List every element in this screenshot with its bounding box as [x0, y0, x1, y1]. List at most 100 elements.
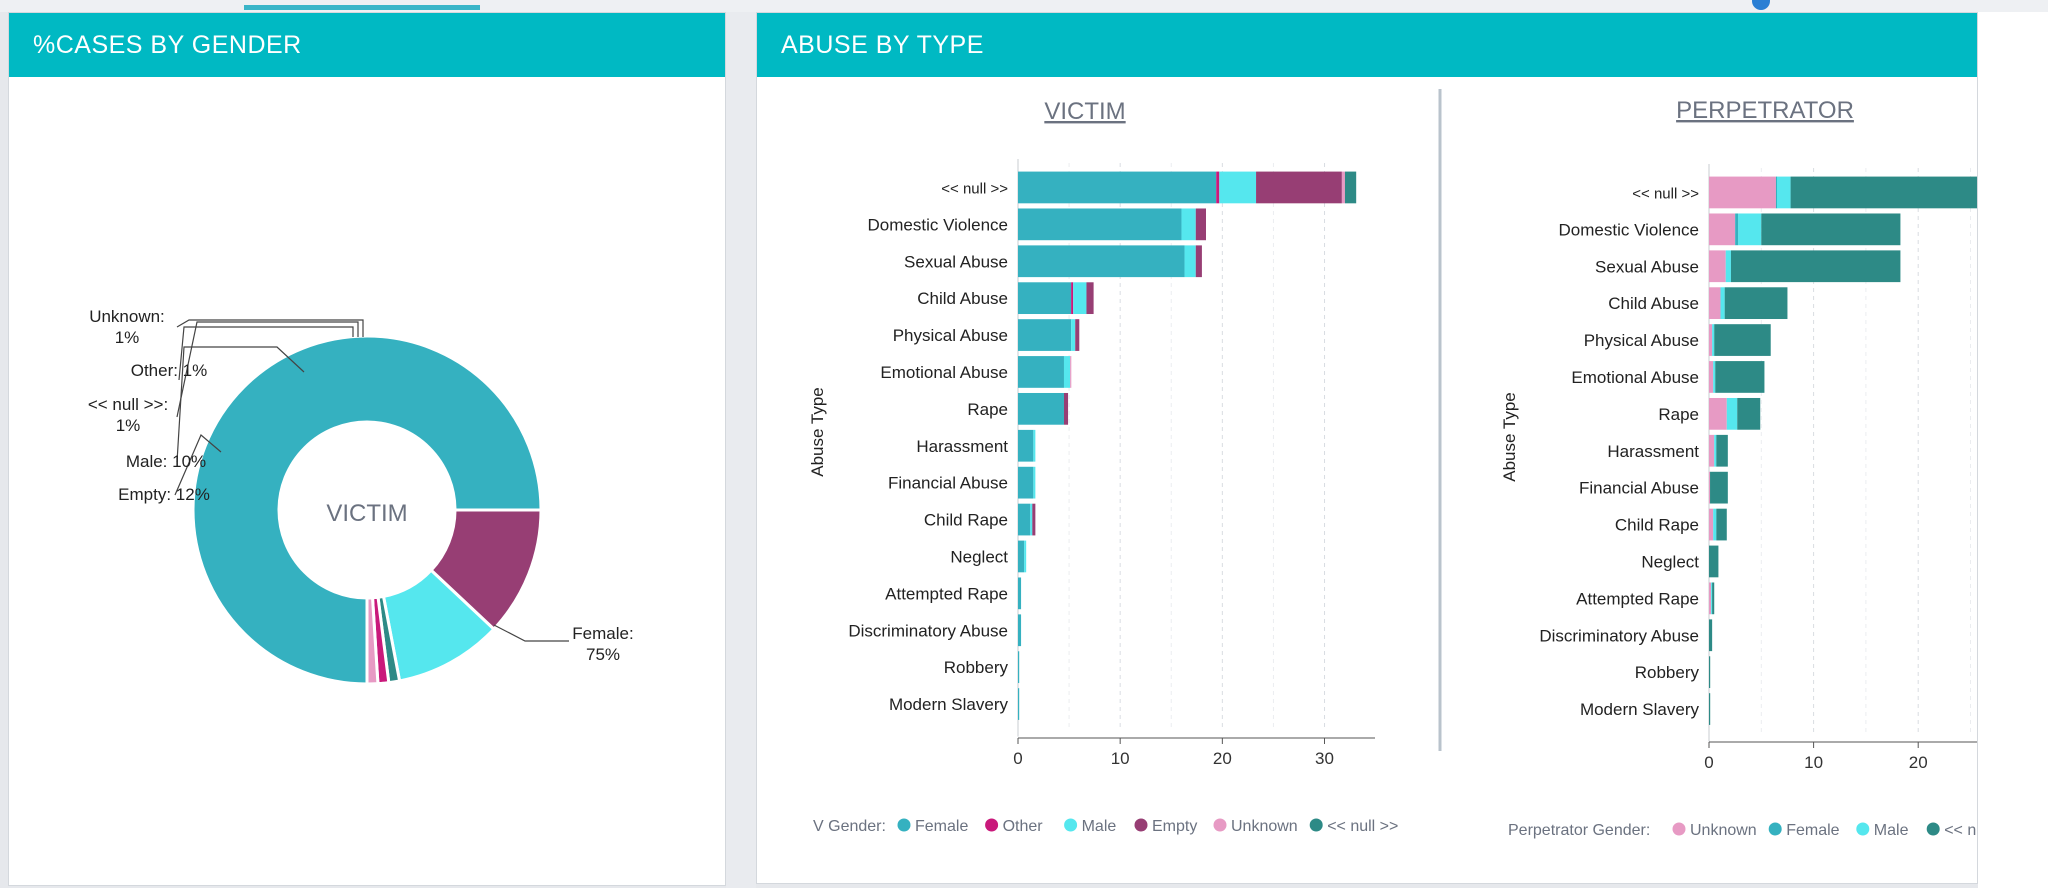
perpetrator-bar-emotional-abuse-male — [1713, 361, 1716, 393]
perpetrator-bar-child-abuse-unknown — [1709, 287, 1721, 320]
perpetrator-bar-domestic-violence-female — [1735, 213, 1739, 246]
perpetrator-bar-physical-abuse-male — [1712, 324, 1715, 356]
victim-category-label-rape: Rape — [967, 400, 1008, 419]
perpetrator-bar-emotional-abuse-null — [1715, 361, 1765, 393]
pie-slice-female — [191, 334, 543, 686]
perpetrator-category-label-physical-abuse: Physical Abuse — [1584, 331, 1699, 350]
pie-label-empty: Empty: 12% — [118, 485, 210, 504]
perpetrator-bar-null-unknown — [1709, 176, 1776, 209]
pie-leader-line-empty — [174, 434, 222, 496]
pie-leader-line-female — [493, 624, 569, 642]
victim-bar-emotional-abuse-male — [1063, 356, 1071, 388]
perpetrator-bar-null-male — [1776, 176, 1791, 209]
victim-bar-null-unknown — [1341, 171, 1345, 204]
victim-bar-child-rape-female — [1018, 503, 1031, 536]
victim-bar-physical-abuse-female — [1018, 319, 1072, 351]
victim-bar-emotional-abuse-unknown — [1070, 356, 1072, 388]
perpetrator-category-label-null: << null >> — [1632, 185, 1699, 202]
pie-leader-line-other — [178, 326, 354, 381]
victim-legend-label-empty: Empty — [1152, 818, 1197, 835]
perpetrator-bar-financial-abuse-unknown — [1709, 471, 1711, 504]
perpetrator-bar-modern-slavery-null — [1709, 693, 1711, 725]
victim-legend-label-female: Female — [915, 818, 968, 835]
perpetrator-category-label-robbery: Robbery — [1635, 663, 1700, 682]
perpetrator-bar-harassment-unknown — [1709, 434, 1715, 467]
victim-bar-attempted-rape-female — [1018, 577, 1022, 610]
pie-slice-unknown — [365, 596, 380, 686]
victim-category-label-attempted-rape: Attempted Rape — [885, 584, 1008, 603]
victim-bar-sexual-abuse-empty — [1195, 245, 1202, 278]
victim-category-label-child-rape: Child Rape — [924, 511, 1008, 530]
perpetrator-bar-attempted-rape-male — [1711, 582, 1713, 615]
perpetrator-legend-marker-female — [1768, 822, 1782, 836]
victim-bar-discriminatory-abuse-female — [1018, 614, 1022, 647]
perpetrator-bar-sexual-abuse-null — [1730, 250, 1901, 283]
victim-chart-title: VICTIM — [1044, 98, 1125, 125]
perpetrator-legend-marker-unknown — [1672, 822, 1686, 836]
victim-bar-null-other — [1216, 171, 1220, 204]
victim-bar-sexual-abuse-female — [1018, 245, 1185, 278]
victim-legend-label-other: Other — [1003, 818, 1044, 835]
pie-label-null: << null >>: 1% — [88, 395, 168, 435]
victim-category-label-child-abuse: Child Abuse — [917, 289, 1008, 308]
victim-x-tick-label-10: 10 — [1111, 749, 1130, 768]
perpetrator-category-label-child-abuse: Child Abuse — [1608, 294, 1699, 313]
victim-legend-label-unknown: Unknown — [1231, 818, 1298, 835]
victim-bar-null-null — [1344, 171, 1357, 204]
victim-x-tick-label-20: 20 — [1213, 749, 1232, 768]
perpetrator-bar-financial-abuse-null — [1710, 471, 1728, 504]
victim-bar-financial-abuse-female — [1018, 466, 1034, 499]
perpetrator-bar-null-female — [1775, 176, 1778, 209]
perpetrator-legend-label-unknown: Unknown — [1690, 822, 1757, 839]
victim-bar-domestic-violence-male — [1181, 208, 1196, 241]
perpetrator-legend-marker-null — [1926, 822, 1940, 836]
victim-bar-emotional-abuse-female — [1018, 356, 1064, 388]
perpetrator-bar-child-rape-unknown — [1709, 508, 1714, 541]
victim-category-label-domestic-violence: Domestic Violence — [868, 215, 1008, 234]
perpetrator-bar-domestic-violence-unknown — [1709, 213, 1736, 246]
victim-category-label-null: << null >> — [941, 180, 1008, 197]
perpetrator-legend-label-female: Female — [1786, 822, 1839, 839]
perpetrator-bar-null-null — [1790, 176, 1977, 209]
victim-category-label-harassment: Harassment — [916, 437, 1008, 456]
perpetrator-category-label-sexual-abuse: Sexual Abuse — [1595, 257, 1699, 276]
perpetrator-y-axis-label: Abuse Type — [1500, 392, 1519, 481]
victim-bar-null-empty — [1256, 171, 1342, 204]
victim-category-label-discriminatory-abuse: Discriminatory Abuse — [848, 621, 1008, 640]
perpetrator-category-label-domestic-violence: Domestic Violence — [1559, 220, 1699, 239]
victim-x-tick-label-0: 0 — [1013, 749, 1022, 768]
perpetrator-category-label-child-rape: Child Rape — [1615, 516, 1699, 535]
pie-leader-line-unknown — [176, 319, 364, 337]
perpetrator-x-tick-label-10: 10 — [1804, 753, 1823, 772]
top-indicator-icon[interactable] — [1752, 0, 1770, 10]
victim-category-label-modern-slavery: Modern Slavery — [889, 695, 1009, 714]
victim-legend-marker-unknown — [1213, 818, 1227, 832]
abuse-panel-title: ABUSE BY TYPE — [757, 13, 1977, 77]
victim-bar-child-abuse-male — [1073, 282, 1087, 315]
perpetrator-bar-harassment-male — [1714, 434, 1717, 467]
perpetrator-x-tick-label-20: 20 — [1909, 753, 1928, 772]
perpetrator-bar-emotional-abuse-unknown — [1709, 361, 1714, 393]
pie-leader-line-null — [176, 321, 359, 418]
panel-gap — [726, 12, 756, 888]
active-tab-indicator[interactable] — [244, 5, 480, 10]
victim-legend-marker-null — [1309, 818, 1323, 832]
victim-x-tick-label-30: 30 — [1315, 749, 1334, 768]
perpetrator-chart-title: PERPETRATOR — [1676, 97, 1854, 124]
perpetrator-bar-domestic-violence-male — [1738, 213, 1762, 246]
perpetrator-category-label-financial-abuse: Financial Abuse — [1579, 479, 1699, 498]
victim-bar-child-abuse-other — [1071, 282, 1074, 315]
perpetrator-category-label-modern-slavery: Modern Slavery — [1580, 700, 1700, 719]
victim-bar-modern-slavery-female — [1018, 688, 1020, 720]
victim-bar-harassment-female — [1018, 429, 1034, 462]
victim-bar-physical-abuse-male — [1071, 319, 1076, 351]
perpetrator-legend-label-null: << null — [1944, 822, 1978, 839]
victim-legend-label-null: << null >> — [1327, 818, 1398, 835]
victim-bar-rape-empty — [1063, 392, 1069, 425]
gender-panel: %CASES BY GENDER VICTIM Female: 75% Empty: … — [8, 12, 726, 886]
perpetrator-category-label-emotional-abuse: Emotional Abuse — [1571, 368, 1699, 387]
victim-y-axis-label: Abuse Type — [808, 387, 827, 476]
pie-leader-line-male — [176, 346, 305, 463]
perpetrator-bar-neglect-null — [1709, 545, 1719, 578]
perpetrator-bar-child-rape-male — [1713, 508, 1717, 541]
